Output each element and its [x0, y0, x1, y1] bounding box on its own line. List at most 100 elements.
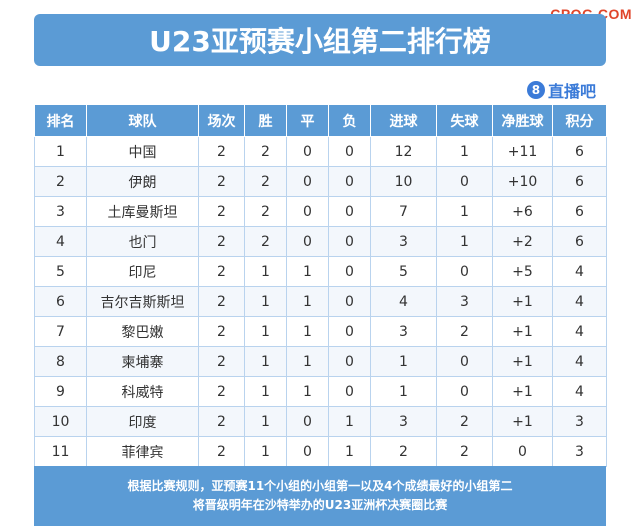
table-cell: 0 [286, 196, 329, 227]
column-header: 负 [328, 104, 371, 137]
table-cell: 2 [244, 196, 287, 227]
column-header: 平 [286, 104, 329, 137]
table-cell: 6 [552, 166, 607, 197]
table-cell: 1 [436, 136, 493, 167]
column-header: 进球 [370, 104, 437, 137]
table-cell: 6 [552, 226, 607, 257]
column-header: 胜 [244, 104, 287, 137]
column-header: 排名 [34, 104, 87, 137]
table-cell: 0 [286, 406, 329, 437]
table-cell: 2 [198, 376, 245, 407]
table-cell: 1 [328, 436, 371, 467]
table-cell: 3 [370, 406, 437, 437]
table-cell: 2 [198, 256, 245, 287]
table-cell: 2 [198, 226, 245, 257]
table-cell: 3 [436, 286, 493, 317]
table-cell: 2 [244, 136, 287, 167]
table-cell: 6 [34, 286, 87, 317]
table-cell: 4 [552, 256, 607, 287]
table-cell: 10 [34, 406, 87, 437]
standings-table-container: 排名 球队 场次胜平负进球 失球 净胜球 积分 1 中国 2 2 0 0 12 1 +11 6 2 伊朗 2 2 0 0… [34, 104, 607, 467]
table-cell: 伊朗 [86, 166, 199, 197]
table-row: 8 柬埔寨 2 1 1 0 1 0 +1 4 [34, 346, 607, 377]
table-cell: 0 [436, 376, 493, 407]
table-cell: 8 [34, 346, 87, 377]
table-cell: +10 [492, 166, 553, 197]
table-cell: +1 [492, 346, 553, 377]
table-cell: 0 [286, 436, 329, 467]
column-header: 球队 [86, 104, 199, 137]
table-cell: 0 [436, 256, 493, 287]
table-cell: 印度 [86, 406, 199, 437]
column-header: 净胜球 [492, 104, 553, 137]
table-body: 1 中国 2 2 0 0 12 1 +11 6 2 伊朗 2 2 0 0 10 0 +10 6 3 土库曼斯坦 2 2 0 0 7 1… [34, 136, 607, 467]
table-cell: 3 [552, 436, 607, 467]
table-cell: 3 [552, 406, 607, 437]
table-row: 3 土库曼斯坦 2 2 0 0 7 1 +6 6 [34, 196, 607, 227]
table-cell: 3 [370, 226, 437, 257]
table-cell: 1 [244, 346, 287, 377]
table-cell: 10 [370, 166, 437, 197]
table-cell: 0 [328, 226, 371, 257]
table-cell: 1 [286, 286, 329, 317]
table-cell: +1 [492, 286, 553, 317]
table-row: 4 也门 2 2 0 0 3 1 +2 6 [34, 226, 607, 257]
table-cell: 黎巴嫩 [86, 316, 199, 347]
table-row: 9 科威特 2 1 1 0 1 0 +1 4 [34, 376, 607, 407]
table-cell: 2 [198, 196, 245, 227]
table-cell: 4 [552, 346, 607, 377]
table-cell: 2 [198, 346, 245, 377]
table-cell: 1 [286, 316, 329, 347]
table-cell: 2 [244, 226, 287, 257]
table-row: 10 印度 2 1 0 1 3 2 +1 3 [34, 406, 607, 437]
column-header: 积分 [552, 104, 607, 137]
table-cell: 0 [328, 316, 371, 347]
table-cell: 2 [244, 166, 287, 197]
table-cell: 7 [370, 196, 437, 227]
column-header: 场次 [198, 104, 245, 137]
rules-note: 根据比赛规则，亚预赛11个小组的小组第一以及4个成绩最好的小组第二 将晋级明年在… [34, 466, 606, 526]
table-cell: 3 [370, 316, 437, 347]
table-cell: 1 [286, 256, 329, 287]
table-cell: 4 [552, 316, 607, 347]
table-cell: 0 [286, 136, 329, 167]
table-cell: 5 [34, 256, 87, 287]
table-cell: 1 [244, 376, 287, 407]
brand-label: 直播吧 [547, 82, 596, 101]
table-cell: 1 [436, 226, 493, 257]
table-cell: 4 [34, 226, 87, 257]
table-cell: 6 [552, 136, 607, 167]
table-cell: 0 [328, 286, 371, 317]
table-row: 5 印尼 2 1 1 0 5 0 +5 4 [34, 256, 607, 287]
table-cell: 1 [244, 436, 287, 467]
table-cell: 3 [34, 196, 87, 227]
table-cell: 2 [198, 286, 245, 317]
table-cell: 2 [436, 436, 493, 467]
table-cell: 9 [34, 376, 87, 407]
table-cell: 0 [328, 196, 371, 227]
table-cell: +1 [492, 406, 553, 437]
table-cell: 1 [244, 316, 287, 347]
column-header: 失球 [436, 104, 493, 137]
table-cell: 7 [34, 316, 87, 347]
table-cell: 2 [198, 406, 245, 437]
page-title: U23亚预赛小组第二排行榜 [34, 14, 606, 66]
table-cell: +5 [492, 256, 553, 287]
table-cell: 1 [244, 256, 287, 287]
table-cell: 0 [436, 166, 493, 197]
table-cell: 1 [244, 406, 287, 437]
table-cell: 0 [286, 226, 329, 257]
table-cell: 2 [198, 136, 245, 167]
table-row: 6 吉尔吉斯斯坦 2 1 1 0 4 3 +1 4 [34, 286, 607, 317]
table-cell: 2 [198, 316, 245, 347]
table-cell: 科威特 [86, 376, 199, 407]
table-cell: 1 [328, 406, 371, 437]
table-cell: +11 [492, 136, 553, 167]
table-cell: 0 [286, 166, 329, 197]
table-cell: 1 [286, 346, 329, 377]
table-row: 1 中国 2 2 0 0 12 1 +11 6 [34, 136, 607, 167]
table-cell: +2 [492, 226, 553, 257]
table-cell: 11 [34, 436, 87, 467]
table-row: 11 菲律宾 2 1 0 1 2 2 0 3 [34, 436, 607, 467]
table-cell: 2 [198, 166, 245, 197]
